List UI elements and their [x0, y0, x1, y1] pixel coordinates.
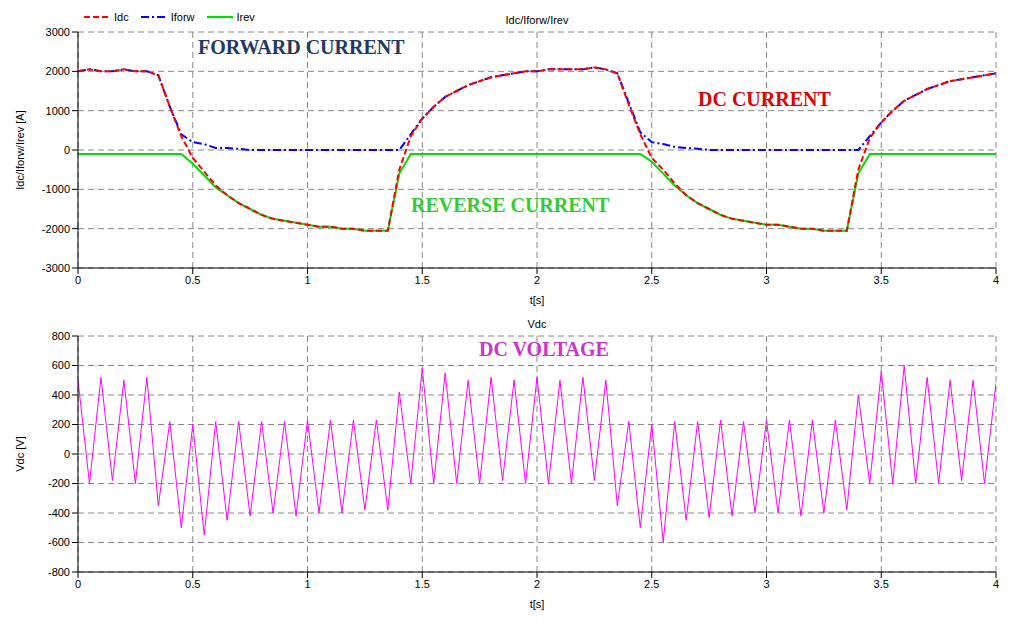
- svg-text:3.5: 3.5: [874, 578, 889, 590]
- svg-text:-3000: -3000: [42, 262, 70, 274]
- html-text:Idc: Idc: [114, 11, 129, 23]
- svg-text:-1000: -1000: [42, 183, 70, 195]
- svg-text:4: 4: [993, 274, 999, 286]
- html-text:FORWARD CURRENT: FORWARD CURRENT: [198, 36, 405, 58]
- html-text:Idc/Iforw/Irev: Idc/Iforw/Irev: [505, 14, 569, 26]
- svg-text:-800: -800: [48, 566, 70, 578]
- svg-text:1: 1: [304, 274, 310, 286]
- svg-text:4: 4: [993, 578, 999, 590]
- svg-text:1000: 1000: [46, 105, 70, 117]
- svg-text:1.5: 1.5: [415, 274, 430, 286]
- svg-text:Idc/Iforw/Irev [A]: Idc/Iforw/Irev [A]: [14, 110, 26, 189]
- svg-text:600: 600: [52, 359, 70, 371]
- svg-text:3.5: 3.5: [874, 274, 889, 286]
- svg-text:0: 0: [75, 274, 81, 286]
- svg-text:0: 0: [64, 144, 70, 156]
- svg-text:2: 2: [534, 578, 540, 590]
- svg-text:2: 2: [534, 274, 540, 286]
- svg-text:3000: 3000: [46, 26, 70, 38]
- svg-text:-2000: -2000: [42, 223, 70, 235]
- svg-text:1: 1: [304, 578, 310, 590]
- svg-text:-600: -600: [48, 536, 70, 548]
- svg-text:1.5: 1.5: [415, 578, 430, 590]
- svg-text:200: 200: [52, 418, 70, 430]
- svg-text:0: 0: [75, 578, 81, 590]
- svg-text:3: 3: [763, 578, 769, 590]
- svg-text:2000: 2000: [46, 65, 70, 77]
- html-text:Vdc: Vdc: [527, 318, 547, 330]
- svg-text:800: 800: [52, 330, 70, 342]
- svg-text:-200: -200: [48, 477, 70, 489]
- svg-text:400: 400: [52, 389, 70, 401]
- html-text:DC VOLTAGE: DC VOLTAGE: [479, 338, 609, 360]
- svg-text:0: 0: [64, 448, 70, 460]
- svg-text:Vdc [V]: Vdc [V]: [14, 436, 26, 471]
- svg-text:-400: -400: [48, 507, 70, 519]
- html-text:REVERSE CURRENT: REVERSE CURRENT: [411, 194, 610, 216]
- html-text:Iforw: Iforw: [170, 11, 195, 23]
- html-text:DC CURRENT: DC CURRENT: [698, 88, 831, 110]
- svg-text:t[s]: t[s]: [530, 294, 545, 306]
- svg-text:0.5: 0.5: [185, 274, 200, 286]
- svg-text:t[s]: t[s]: [530, 598, 545, 610]
- svg-text:2.5: 2.5: [644, 578, 659, 590]
- html-text:Irev: Irev: [236, 11, 255, 23]
- svg-text:0.5: 0.5: [185, 578, 200, 590]
- svg-text:3: 3: [763, 274, 769, 286]
- svg-text:2.5: 2.5: [644, 274, 659, 286]
